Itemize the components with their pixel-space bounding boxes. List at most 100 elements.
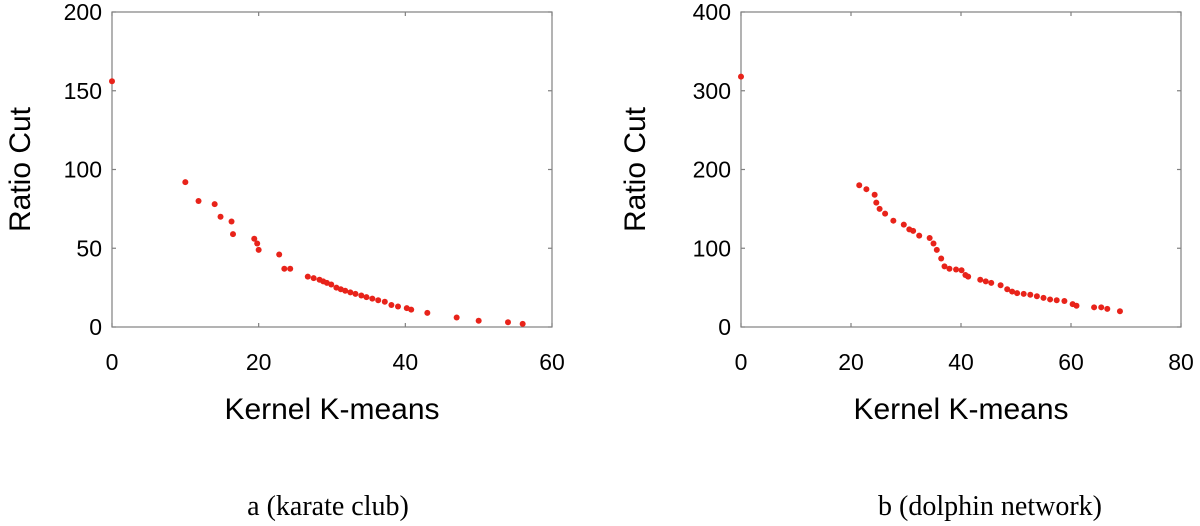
scatter-point <box>228 218 235 225</box>
y-tick-label: 200 <box>64 0 102 25</box>
scatter-point <box>453 314 460 321</box>
x-tick-label: 20 <box>246 349 272 375</box>
scatter-point <box>408 306 415 313</box>
scatter-point <box>255 246 262 253</box>
scatter-point <box>375 297 382 304</box>
scatter-point <box>900 221 907 228</box>
scatter-point <box>1098 304 1105 311</box>
x-tick-label: 80 <box>1168 349 1194 375</box>
chart-panel-b: 0 100 200 300 400 0 20 40 60 80 Kernel K… <box>619 0 1194 522</box>
scatter-point <box>328 281 335 288</box>
scatter-point <box>1047 296 1054 303</box>
y-axis-title-b: Ratio Cut <box>619 106 652 232</box>
tick-marks-a <box>111 11 553 328</box>
scatter-point <box>933 246 940 253</box>
x-tick-labels-b: 0 20 40 60 80 <box>735 349 1194 375</box>
scatter-point <box>388 301 395 308</box>
scatter-point <box>910 227 917 234</box>
x-axis-title-a: Kernel K-means <box>224 393 439 426</box>
caption-b: b (dolphin network) <box>878 491 1102 522</box>
x-tick-label: 0 <box>106 349 119 375</box>
caption-a: a (karate club) <box>247 491 409 522</box>
scatter-point <box>1073 302 1080 309</box>
scatter-point <box>871 191 878 198</box>
scatter-point <box>930 240 937 247</box>
scatter-point <box>1033 293 1040 300</box>
scatter-point <box>287 265 294 272</box>
scatter-point <box>211 201 218 208</box>
y-tick-label: 0 <box>718 314 731 340</box>
scatter-point <box>1014 290 1021 297</box>
scatter-point <box>958 267 965 274</box>
scatter-point <box>997 282 1004 289</box>
scatter-point <box>941 263 948 270</box>
scatter-point <box>217 213 224 220</box>
scatter-point <box>358 292 365 299</box>
y-tick-label: 100 <box>64 157 102 183</box>
scatter-point <box>953 266 960 273</box>
scatter-point <box>342 287 349 294</box>
plot-area-b <box>740 11 1182 328</box>
scatter-point <box>1020 290 1027 297</box>
scatter-point <box>1104 305 1111 312</box>
scatter-point <box>281 265 288 272</box>
scatter-point <box>475 317 482 324</box>
scatter-point <box>381 298 388 305</box>
y-axis-title-a: Ratio Cut <box>4 106 37 232</box>
scatter-point <box>195 198 202 204</box>
scatter-point <box>946 265 953 272</box>
scatter-point <box>505 319 511 326</box>
scatter-point <box>1027 291 1034 298</box>
scatter-point <box>1009 288 1016 295</box>
scatter-point <box>1004 286 1011 293</box>
y-tick-label: 0 <box>89 314 102 340</box>
y-tick-label: 300 <box>693 78 731 104</box>
scatter-point <box>856 182 863 189</box>
scatter-point <box>363 294 370 301</box>
scatter-point <box>352 290 359 297</box>
y-tick-label: 200 <box>693 157 731 183</box>
scatter-points-a <box>109 78 526 327</box>
scatter-point <box>310 275 317 282</box>
scatter-point <box>304 273 311 280</box>
y-tick-label: 50 <box>76 235 102 261</box>
scatter-point <box>424 309 431 316</box>
y-tick-label: 150 <box>64 78 102 104</box>
scatter-point <box>988 279 995 286</box>
plot-area-a <box>111 11 553 328</box>
x-tick-label: 0 <box>735 349 748 375</box>
x-tick-label: 40 <box>948 349 974 375</box>
scatter-point <box>977 276 984 283</box>
scatter-point <box>1053 297 1060 304</box>
scatter-point <box>251 235 258 242</box>
scatter-point <box>369 295 376 302</box>
y-tick-labels-a: 0 50 100 150 200 <box>64 0 102 340</box>
scatter-point <box>109 78 115 85</box>
scatter-point <box>873 199 880 206</box>
y-tick-label: 400 <box>693 0 731 25</box>
chart-panel-a: 0 50 100 150 200 0 20 40 60 Kernel K-mea… <box>4 0 565 522</box>
scatter-point <box>965 273 972 280</box>
scatter-point <box>347 289 354 296</box>
scatter-point <box>519 320 526 327</box>
x-axis-title-b: Kernel K-means <box>853 393 1068 426</box>
scatter-point <box>882 210 889 217</box>
x-tick-label: 20 <box>838 349 864 375</box>
scatter-point <box>890 217 897 224</box>
scatter-points-b <box>738 73 1123 315</box>
scatter-point <box>876 205 883 212</box>
y-tick-labels-b: 0 100 200 300 400 <box>693 0 731 340</box>
scatter-point <box>182 179 189 186</box>
scatter-point <box>276 251 283 258</box>
x-tick-labels-a: 0 20 40 60 <box>106 349 565 375</box>
scatter-point <box>863 186 870 193</box>
scatter-point <box>982 278 989 285</box>
scatter-point <box>1061 298 1068 305</box>
x-tick-label: 40 <box>393 349 419 375</box>
scatter-point <box>1116 308 1123 315</box>
scatter-point <box>916 232 923 239</box>
scatter-point <box>926 235 933 242</box>
scatter-point <box>1040 294 1047 301</box>
scatter-point <box>738 73 744 80</box>
